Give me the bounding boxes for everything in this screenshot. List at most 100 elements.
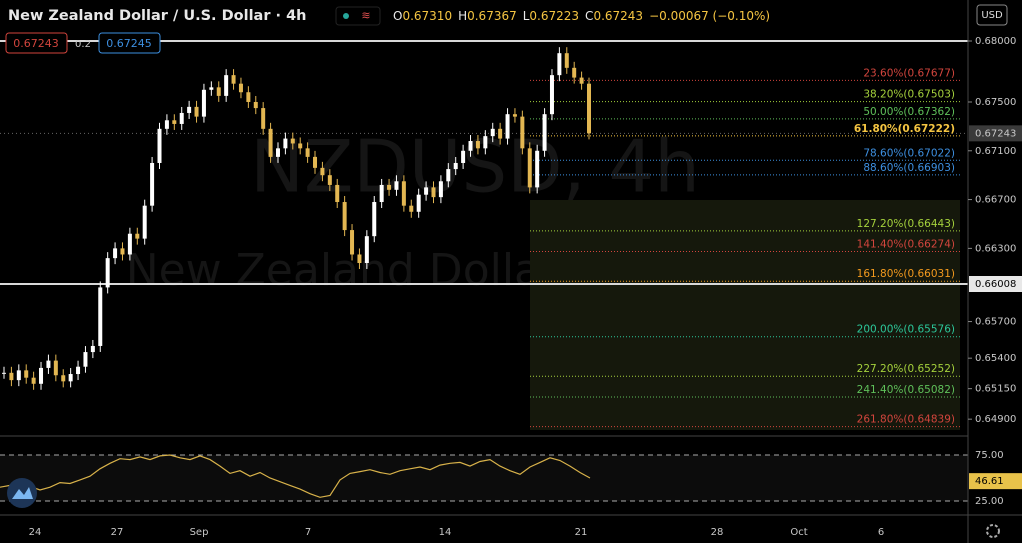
candle-body [224,75,229,96]
candle-body [53,360,58,376]
buy-button[interactable] [98,32,161,54]
candle-body [9,372,14,381]
candle-body [31,377,36,384]
candle-body [431,187,436,198]
candle-body [261,108,266,129]
ohlc-value: 0.67243 [593,9,643,23]
candle-body [557,53,562,76]
fib-label: 241.40%(0.65082) [857,384,955,396]
rsi-line [0,454,591,498]
watermark-symbol: NZDUSD, 4h [250,125,700,209]
candle-body [483,136,488,149]
candle-body [549,75,554,115]
ohlc-value: 0.67367 [467,9,517,23]
candle-body [520,116,525,149]
overlay: 0.68000 0.67500 0.67100 0.66700 0.66300 0.657… [29,36,1022,538]
ohlc-value: 0.67310 [402,9,452,23]
candle-body [216,87,221,96]
candle-body [564,53,569,68]
candle-body [320,167,325,176]
candle-body [275,148,280,157]
price-tick-label: 0.65700 [975,317,1016,328]
candle-body [253,101,258,109]
price-tick-label: 0.64900 [975,414,1016,425]
candle-body [120,248,125,255]
candle-body [238,83,243,93]
fib-label: 261.80%(0.64839) [857,414,955,426]
candle-body [290,138,295,144]
currency-button[interactable] [976,4,1008,26]
x-tick-label: Sep [190,527,209,538]
fib-label: 50.00%(0.67362) [863,106,955,118]
candle-body [475,141,480,149]
rsi-tick-label: 25.00 [975,496,1004,507]
rsi-tick-label: 75.00 [975,450,1004,461]
candle-body [357,254,362,264]
candle-body [61,375,66,382]
candle-body [157,128,162,163]
candle-body [512,114,517,117]
candle-body [201,89,206,117]
candle-body [498,128,503,139]
candle-body [268,128,273,157]
candle-body [150,162,155,206]
price-tick-label: 0.66700 [975,195,1016,206]
spread: 0.2 [75,39,91,50]
candle-body [379,184,384,203]
status-icon: ≋ [361,9,370,22]
candle-body [179,112,184,124]
candle-body [446,169,451,182]
candle-body [350,230,355,255]
status-box[interactable] [335,6,381,26]
currency-label: USD [981,10,1003,21]
fib-label: 200.00%(0.65576) [857,324,955,336]
candle-body [39,367,44,384]
candle-body [438,181,443,198]
candle-body [409,205,414,212]
x-tick-label: 28 [711,527,724,538]
symbol-title: New Zealand Dollar / U.S. Dollar · 4h [8,8,307,24]
candle-body [172,120,177,124]
candle-body [305,148,310,157]
candle-body [113,248,118,259]
rsi-current-bg [969,473,1022,490]
settings-button[interactable] [986,524,1000,538]
candle-body [142,205,147,239]
ohlc-value: 0.67223 [529,9,579,23]
fib-label: 61.80%(0.67222) [854,123,955,135]
candle-body [335,184,340,203]
candle-body [453,162,458,170]
fib-label: 23.60%(0.67677) [863,67,955,79]
ohlc-change: −0.00067 (−0.10%) [649,9,770,23]
x-tick-label: 24 [29,527,42,538]
sell-button[interactable] [5,32,68,54]
fib-label: 227.20%(0.65252) [857,363,955,375]
candle-body [572,67,577,78]
candle-body [194,106,199,117]
x-tick-label: Oct [790,527,807,538]
candle-body [372,202,377,237]
candle-body [416,194,421,212]
logo-mark [12,487,33,499]
candle-body [342,202,347,231]
price-tick-label: 0.67100 [975,146,1016,157]
candle-body [527,148,532,188]
candle-body [461,150,466,163]
fib-label: 141.40%(0.66274) [857,239,955,251]
candle-body [246,92,251,102]
candle-body [83,352,88,367]
x-tick-label: 6 [878,527,884,538]
title-interval: 4h [286,8,306,24]
candle-body [364,236,369,264]
status-dot [343,13,349,19]
plot [0,39,968,502]
price-tick-label: 0.68000 [975,36,1016,47]
fib-label: 38.20%(0.67503) [863,89,955,101]
candle-body [468,141,473,151]
ohlc-key: L [523,9,530,23]
rsi-band [0,455,968,502]
ohlc-key: O [393,9,402,23]
candle-body [424,187,429,195]
